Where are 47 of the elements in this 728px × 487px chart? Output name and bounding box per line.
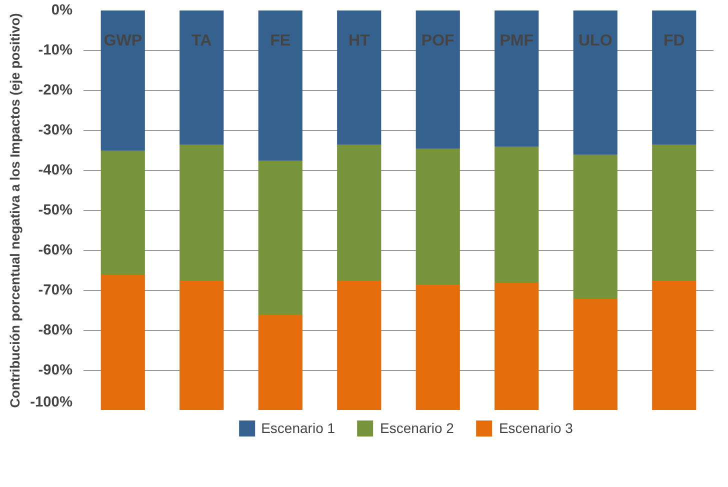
x-tick-label: FD xyxy=(663,32,685,50)
bar xyxy=(416,284,460,410)
bar xyxy=(100,10,145,150)
x-tick-label: GWP xyxy=(104,32,142,50)
y-tick-label: -30% xyxy=(38,122,73,138)
bar xyxy=(573,154,618,298)
y-tick-label: -60% xyxy=(38,242,73,258)
bar xyxy=(494,10,539,146)
bar xyxy=(494,146,539,282)
y-tick-label: -70% xyxy=(38,282,73,298)
x-tick-label: FE xyxy=(270,32,291,50)
bar xyxy=(652,144,696,280)
bar xyxy=(180,144,224,280)
y-tick-label: 0% xyxy=(51,2,73,18)
bar xyxy=(100,274,145,410)
bar xyxy=(258,314,302,410)
x-tick-label: HT xyxy=(348,32,370,50)
legend-label: Escenario 3 xyxy=(498,420,573,436)
legend-label: Escenario 2 xyxy=(380,420,454,436)
y-tick-label: -40% xyxy=(38,162,73,178)
bar xyxy=(100,150,145,274)
bar xyxy=(337,280,382,410)
bar xyxy=(416,148,460,284)
y-tick-label: -50% xyxy=(38,202,73,218)
x-tick-label: ULO xyxy=(578,32,612,50)
y-axis-title: Contribución porcentual negativa a los Impactos (eje positivo) xyxy=(8,13,22,408)
bar xyxy=(652,10,696,144)
bar xyxy=(180,10,224,144)
y-tick-label: -100% xyxy=(30,394,73,410)
bar xyxy=(652,280,696,410)
y-tick-label: -20% xyxy=(38,82,73,98)
bar xyxy=(258,160,302,314)
legend-label: Escenario 1 xyxy=(261,420,336,436)
bar xyxy=(573,298,618,410)
y-tick-label: -80% xyxy=(38,322,73,338)
bar xyxy=(258,10,302,160)
y-tick-label: -10% xyxy=(38,42,73,58)
x-tick-label: TA xyxy=(192,32,212,50)
bar xyxy=(337,10,382,144)
x-tick-label: PMF xyxy=(500,32,534,50)
bar xyxy=(180,280,224,410)
bar xyxy=(416,10,460,148)
bar xyxy=(573,10,618,154)
x-tick-label: POF xyxy=(421,32,455,50)
bar xyxy=(494,282,539,410)
bar xyxy=(337,144,382,280)
y-tick-label: -90% xyxy=(38,362,73,378)
